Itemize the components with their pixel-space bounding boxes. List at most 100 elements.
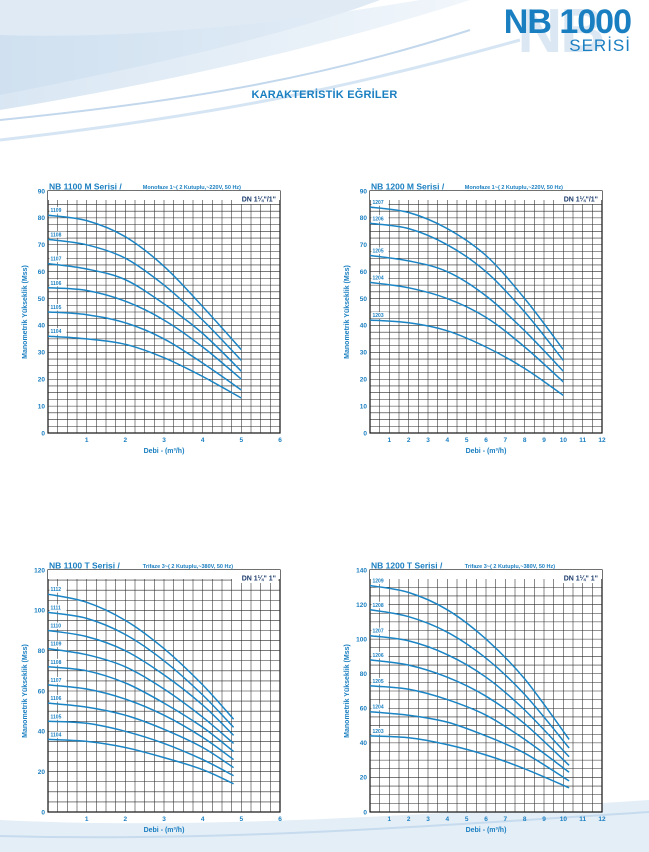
x-tick-label: 4 (446, 816, 450, 823)
y-tick-label: 20 (38, 377, 46, 384)
chart-title: NB 1100 M Serisi / (49, 182, 122, 192)
curve-label-bg (49, 640, 67, 648)
x-tick-label: 2 (407, 816, 411, 823)
y-tick-label: 100 (356, 636, 367, 643)
curve-label-bg (371, 247, 389, 255)
curve-label-bg (371, 703, 389, 711)
curve-label-bg (49, 304, 67, 311)
y-tick-label: 90 (360, 188, 368, 195)
curve-label: 1105 (51, 714, 62, 720)
curve-label: 1106 (51, 281, 62, 287)
brand-series: SERİSİ (569, 36, 631, 55)
curve-label: 1108 (51, 660, 62, 666)
grid (370, 191, 602, 433)
curve-1209 (369, 584, 570, 740)
curve-label: 1111 (51, 605, 62, 611)
x-axis-label: Debi - (m³/h) (466, 827, 507, 834)
curve-label-bg (371, 215, 389, 222)
connection-label: DN 1¼" 1" (242, 575, 276, 583)
curve-label-bg (371, 601, 389, 609)
curve-label: 1206 (373, 216, 384, 222)
curve-label: 1206 (373, 653, 384, 659)
curve-label: 1207 (373, 629, 384, 635)
curve-label: 1204 (373, 275, 384, 281)
chart-nb1100-m: NB 1100 M Serisi / Monofaze 1~( 2 Kutuplu… (18, 181, 288, 469)
x-tick-label: 9 (542, 816, 546, 823)
y-tick-label: 20 (360, 377, 368, 384)
y-tick-label: 30 (38, 350, 46, 357)
x-tick-label: 10 (560, 816, 568, 823)
x-tick-label: 6 (484, 437, 488, 444)
curve-label-bg (49, 731, 67, 738)
y-tick-label: 90 (38, 188, 46, 195)
curve-1203 (369, 735, 570, 789)
curve-label-bg (49, 604, 67, 611)
y-tick-label: 20 (360, 775, 368, 782)
curve-1206 (369, 659, 570, 766)
curve-label: 1207 (373, 200, 384, 206)
chart-subtitle: Monofaze 1~( 2 Kutuplu,~220V, 50 Hz) (465, 185, 563, 191)
x-tick-label: 1 (388, 437, 392, 444)
chart-subtitle: Monofaze 1~( 2 Kutuplu,~220V, 50 Hz) (143, 185, 241, 191)
chart-title: NB 1200 M Serisi / (371, 182, 445, 192)
y-tick-label: 80 (38, 215, 46, 222)
y-tick-label: 30 (360, 350, 368, 357)
curve-1111 (47, 611, 235, 728)
curve-label: 1208 (373, 603, 384, 609)
x-tick-label: 3 (162, 816, 166, 823)
connection-box (554, 572, 600, 583)
y-tick-label: 40 (360, 740, 368, 747)
y-tick-label: 0 (41, 430, 45, 437)
y-tick-label: 70 (360, 242, 368, 249)
connection-label: DN 1¼"/1" (564, 196, 598, 204)
y-axis-label: Manometrik Yükseklik (Mss) (22, 265, 29, 359)
curve-1104 (47, 335, 242, 399)
y-tick-label: 20 (38, 769, 46, 776)
y-tick-label: 80 (360, 671, 368, 678)
y-tick-label: 50 (360, 296, 368, 303)
x-tick-label: 11 (579, 816, 586, 823)
y-tick-label: 60 (360, 269, 368, 276)
chart-svg: NB 1100 M Serisi / Monofaze 1~( 2 Kutuplu… (22, 182, 282, 456)
chart-title: NB 1200 T Serisi / (371, 561, 443, 571)
x-tick-label: 4 (201, 816, 205, 823)
chart-nb1200-m: NB 1200 M Serisi / Monofaze 1~( 2 Kutuplu… (340, 181, 610, 469)
x-tick-label: 5 (465, 816, 469, 823)
connection-label: DN 1¼"/1" (242, 196, 276, 204)
y-axis-label: Manometrik Yükseklik (Mss) (22, 644, 29, 738)
curve-label: 1203 (373, 313, 384, 319)
curve-label-bg (49, 255, 67, 263)
curve-1106 (47, 287, 242, 380)
x-tick-label: 7 (504, 816, 508, 823)
x-tick-label: 1 (85, 437, 89, 444)
y-axis-label: Manometrik Yükseklik (Mss) (344, 265, 351, 359)
curve-1109 (47, 214, 242, 351)
curve-label-bg (371, 274, 389, 281)
curve-label-bg (49, 231, 67, 238)
curve-label: 1108 (51, 232, 62, 238)
curve-label-bg (49, 713, 67, 720)
chart-subtitle: Trifaze 3~( 2 Kutuplu,~380V, 50 Hz) (465, 564, 555, 570)
curve-1204 (369, 710, 570, 782)
curve-1204 (369, 281, 564, 383)
y-tick-label: 120 (34, 567, 45, 574)
chart-title: NB 1100 T Serisi / (49, 561, 121, 571)
curve-1108 (47, 238, 242, 361)
curve-label-bg (49, 207, 67, 214)
title-band (48, 191, 280, 200)
y-tick-label: 0 (363, 809, 367, 816)
curve-1112 (47, 593, 235, 720)
x-tick-label: 3 (162, 437, 166, 444)
y-tick-label: 100 (34, 608, 45, 615)
curve-label-bg (371, 312, 389, 319)
curve-1110 (47, 629, 235, 736)
y-tick-label: 70 (38, 242, 46, 249)
chart-svg: NB 1100 T Serisi / Trifaze 3~( 2 Kutuplu,… (22, 561, 282, 835)
curve-label-bg (371, 199, 389, 206)
y-tick-label: 80 (360, 215, 368, 222)
curve-label: 1105 (51, 305, 62, 311)
curve-label: 1205 (373, 679, 384, 685)
curve-label: 1204 (373, 705, 384, 711)
chart-nb1200-t: NB 1200 T Serisi / Trifaze 3~( 2 Kutuplu,… (340, 560, 610, 848)
x-tick-label: 7 (504, 437, 508, 444)
